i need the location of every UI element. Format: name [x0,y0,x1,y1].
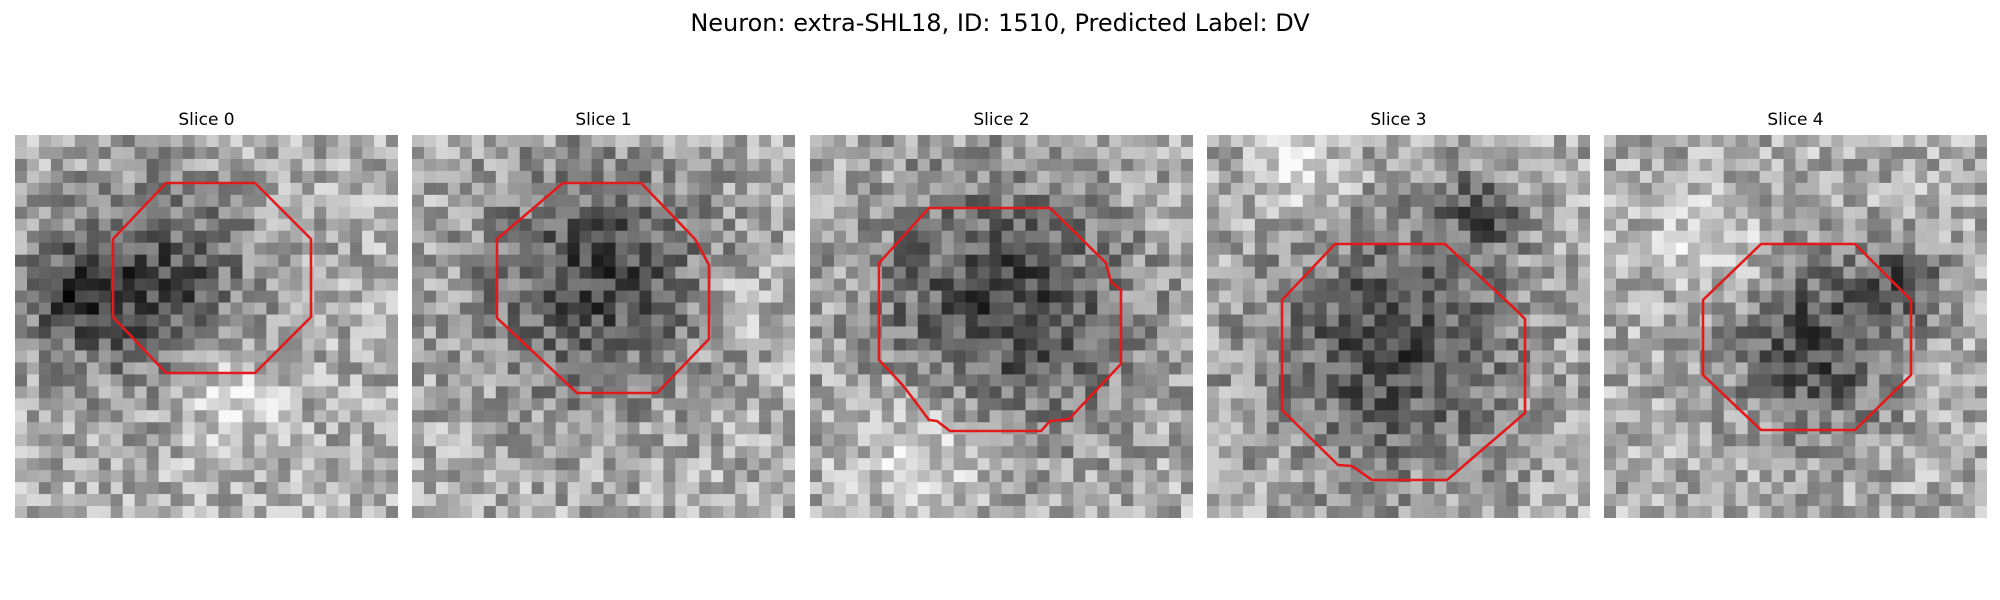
slice-panel-3: Slice 3 [1207,108,1590,518]
roi-outline-4 [1701,242,1913,432]
figure-title: Neuron: extra-SHL18, ID: 1510, Predicted… [690,9,1310,37]
slice-panel-0: Slice 0 [15,108,398,518]
roi-outline-0 [111,181,313,375]
slice-image-4 [1604,135,1987,518]
slice-title-1: Slice 1 [575,110,632,130]
slice-image-2 [810,135,1193,518]
slice-image-0 [15,135,398,518]
slice-image-1 [412,135,795,518]
slice-title-4: Slice 4 [1767,110,1824,130]
slice-image-3 [1207,135,1590,518]
slice-title-2: Slice 2 [973,110,1030,130]
slice-title-0: Slice 0 [178,110,235,130]
slice-title-3: Slice 3 [1370,110,1427,130]
roi-outline-3 [1280,242,1527,482]
roi-outline-1 [495,181,711,395]
roi-outline-2 [877,206,1123,433]
slice-panel-2: Slice 2 [810,108,1193,518]
slice-panel-4: Slice 4 [1604,108,1987,518]
slice-panel-1: Slice 1 [412,108,795,518]
